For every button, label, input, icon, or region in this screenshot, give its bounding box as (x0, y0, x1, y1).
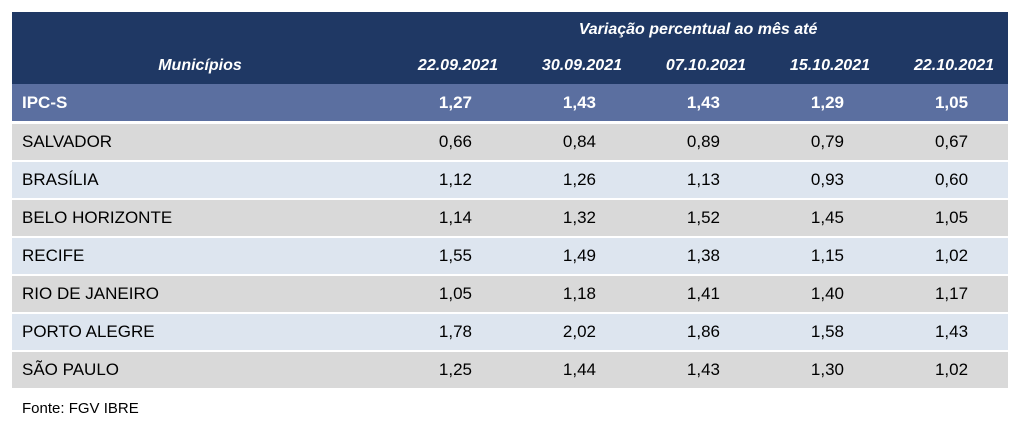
value-cell: 1,55 (388, 237, 512, 276)
table-row: SÃO PAULO 1,25 1,44 1,43 1,30 1,02 (12, 351, 1009, 390)
column-header-date: 15.10.2021 (760, 48, 884, 84)
value-cell: 0,93 (760, 161, 884, 200)
value-cell: 1,25 (388, 351, 512, 390)
value-cell: 1,45 (760, 199, 884, 238)
value-cell: 1,41 (636, 275, 760, 314)
value-cell: 1,02 (884, 351, 1009, 390)
value-cell: 1,44 (512, 351, 636, 390)
row-name: PORTO ALEGRE (12, 313, 388, 352)
value-cell: 1,26 (512, 161, 636, 200)
value-cell: 0,66 (388, 122, 512, 162)
ipc-s-table-container: Variação percentual ao mês até Município… (12, 12, 1009, 390)
table-row: BRASÍLIA 1,12 1,26 1,13 0,93 0,60 (12, 161, 1009, 200)
value-cell: 1,58 (760, 313, 884, 352)
column-header-date: 07.10.2021 (636, 48, 760, 84)
table-row: BELO HORIZONTE 1,14 1,32 1,52 1,45 1,05 (12, 199, 1009, 238)
value-cell: 1,05 (388, 275, 512, 314)
value-cell: 1,05 (884, 84, 1009, 124)
value-cell: 1,78 (388, 313, 512, 352)
row-name: RIO DE JANEIRO (12, 275, 388, 314)
value-cell: 1,43 (512, 84, 636, 124)
row-name: SALVADOR (12, 122, 388, 162)
value-cell: 0,89 (636, 122, 760, 162)
table-row: PORTO ALEGRE 1,78 2,02 1,86 1,58 1,43 (12, 313, 1009, 352)
value-cell: 1,14 (388, 199, 512, 238)
row-name: BELO HORIZONTE (12, 199, 388, 238)
row-name: RECIFE (12, 237, 388, 276)
value-cell: 1,12 (388, 161, 512, 200)
column-header-date: 22.10.2021 (884, 48, 1009, 84)
value-cell: 1,43 (636, 84, 760, 124)
value-cell: 1,18 (512, 275, 636, 314)
value-cell: 1,15 (760, 237, 884, 276)
column-header-date: 30.09.2021 (512, 48, 636, 84)
row-name: SÃO PAULO (12, 351, 388, 390)
value-cell: 2,02 (512, 313, 636, 352)
row-name: IPC-S (12, 84, 388, 124)
source-note: Fonte: FGV IBRE (22, 400, 139, 417)
value-cell: 1,13 (636, 161, 760, 200)
value-cell: 0,79 (760, 122, 884, 162)
table-row: RECIFE 1,55 1,49 1,38 1,15 1,02 (12, 237, 1009, 276)
super-header: Variação percentual ao mês até (388, 12, 1009, 48)
value-cell: 0,67 (884, 122, 1009, 162)
value-cell: 1,40 (760, 275, 884, 314)
value-cell: 1,02 (884, 237, 1009, 276)
value-cell: 1,49 (512, 237, 636, 276)
summary-row-ipc-s: IPC-S 1,27 1,43 1,43 1,29 1,05 (12, 84, 1009, 124)
header-row-top: Variação percentual ao mês até (12, 12, 1009, 48)
value-cell: 1,43 (636, 351, 760, 390)
table-row: SALVADOR 0,66 0,84 0,89 0,79 0,67 (12, 122, 1009, 162)
value-cell: 1,29 (760, 84, 884, 124)
value-cell: 1,86 (636, 313, 760, 352)
column-header-date: 22.09.2021 (388, 48, 512, 84)
row-name: BRASÍLIA (12, 161, 388, 200)
value-cell: 0,60 (884, 161, 1009, 200)
header-spacer (12, 12, 388, 48)
column-header-municipios: Municípios (12, 48, 388, 84)
value-cell: 1,05 (884, 199, 1009, 238)
ipc-s-table: Variação percentual ao mês até Município… (12, 12, 1009, 390)
value-cell: 1,38 (636, 237, 760, 276)
value-cell: 1,32 (512, 199, 636, 238)
value-cell: 1,30 (760, 351, 884, 390)
value-cell: 1,27 (388, 84, 512, 124)
value-cell: 0,84 (512, 122, 636, 162)
value-cell: 1,52 (636, 199, 760, 238)
header-row-dates: Municípios 22.09.2021 30.09.2021 07.10.2… (12, 48, 1009, 84)
table-row: RIO DE JANEIRO 1,05 1,18 1,41 1,40 1,17 (12, 275, 1009, 314)
value-cell: 1,17 (884, 275, 1009, 314)
value-cell: 1,43 (884, 313, 1009, 352)
